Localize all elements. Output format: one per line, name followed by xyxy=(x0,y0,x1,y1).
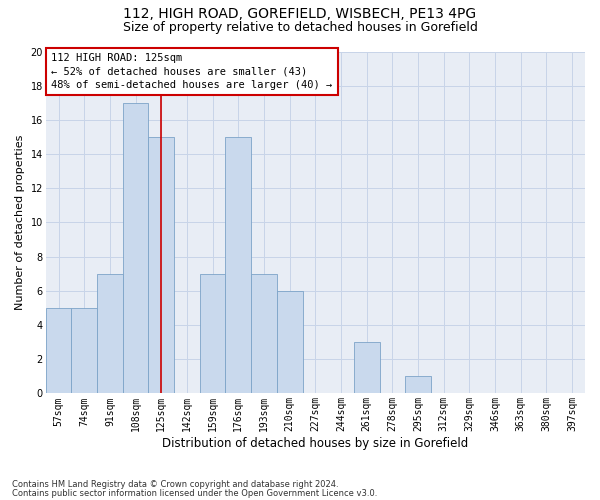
Text: 112, HIGH ROAD, GOREFIELD, WISBECH, PE13 4PG: 112, HIGH ROAD, GOREFIELD, WISBECH, PE13… xyxy=(124,8,476,22)
Bar xyxy=(226,137,251,394)
Bar xyxy=(148,137,174,394)
Bar xyxy=(251,274,277,394)
Bar xyxy=(277,291,302,394)
Bar xyxy=(354,342,380,394)
Text: Contains HM Land Registry data © Crown copyright and database right 2024.: Contains HM Land Registry data © Crown c… xyxy=(12,480,338,489)
Bar xyxy=(97,274,123,394)
Bar xyxy=(46,308,71,394)
Text: Contains public sector information licensed under the Open Government Licence v3: Contains public sector information licen… xyxy=(12,488,377,498)
Bar xyxy=(405,376,431,394)
Y-axis label: Number of detached properties: Number of detached properties xyxy=(15,135,25,310)
Text: Size of property relative to detached houses in Gorefield: Size of property relative to detached ho… xyxy=(122,21,478,34)
X-axis label: Distribution of detached houses by size in Gorefield: Distribution of detached houses by size … xyxy=(162,437,469,450)
Bar xyxy=(200,274,226,394)
Text: 112 HIGH ROAD: 125sqm
← 52% of detached houses are smaller (43)
48% of semi-deta: 112 HIGH ROAD: 125sqm ← 52% of detached … xyxy=(51,53,332,90)
Bar xyxy=(71,308,97,394)
Bar xyxy=(123,103,148,394)
